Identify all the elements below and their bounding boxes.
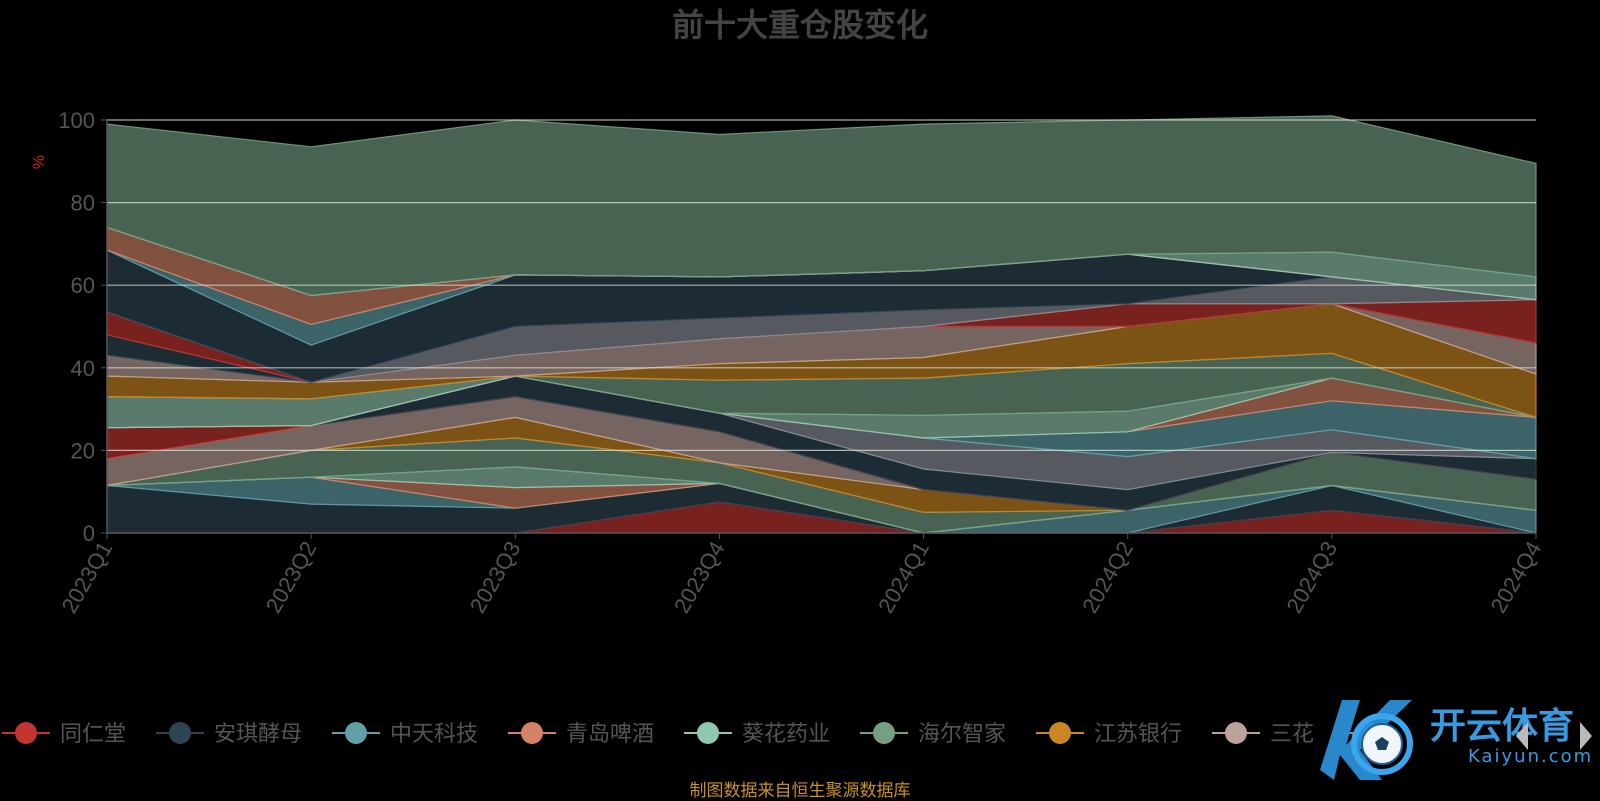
legend-marker-icon: [697, 722, 719, 744]
legend-item[interactable]: 安琪酵母: [156, 721, 302, 746]
legend-marker-icon: [521, 722, 543, 744]
x-tick-label: 2023Q2: [261, 537, 322, 617]
chart-title: 前十大重仓股变化: [672, 6, 928, 44]
area-series-24: [106, 115, 1537, 297]
legend-label: 同仁堂: [60, 721, 126, 746]
x-tick-label: 2024Q4: [1486, 537, 1547, 617]
legend-item[interactable]: 同仁堂: [2, 721, 126, 746]
legend-label: 海尔智家: [918, 721, 1006, 746]
legend-marker-icon: [15, 722, 37, 744]
legend-label: 青岛啤酒: [566, 721, 654, 746]
grid-lines: [107, 119, 1536, 451]
legend-item[interactable]: 青岛啤酒: [508, 721, 654, 746]
legend-next-icon[interactable]: [1580, 722, 1592, 750]
data-source-note: 制图数据来自恒生聚源数据库: [689, 781, 911, 801]
x-tick-label: 2024Q2: [1077, 537, 1138, 617]
y-tick-label: 60: [71, 273, 95, 298]
y-tick-label: 20: [71, 438, 95, 463]
legend-marker-icon: [345, 722, 367, 744]
legend-item[interactable]: 三花: [1212, 721, 1314, 746]
y-tick-label: 80: [71, 191, 95, 216]
legend-item[interactable]: 葵花药业: [684, 721, 830, 746]
y-tick-label: 0: [83, 521, 95, 546]
legend-item[interactable]: 中天科技: [332, 721, 478, 746]
legend-label: 江苏银行: [1094, 721, 1182, 746]
legend-item[interactable]: 江苏银行: [1036, 721, 1182, 746]
legend-label: 葵花药业: [742, 721, 830, 746]
x-tick-label: 2024Q3: [1281, 537, 1342, 617]
legend-label: 安琪酵母: [214, 721, 302, 746]
y-axis-unit-label: %: [31, 155, 48, 169]
y-tick-label: 100: [58, 108, 95, 133]
y-tick-label: 40: [71, 356, 95, 381]
x-tick-label: 2023Q1: [57, 537, 118, 617]
legend-prev-icon[interactable]: [1516, 722, 1528, 750]
legend-item[interactable]: 海尔智家: [860, 721, 1006, 746]
legend-marker-icon: [1225, 722, 1247, 744]
soccer-ball-patch: [1375, 737, 1389, 750]
area-series-group: [106, 115, 1537, 534]
legend-marker-icon: [169, 722, 191, 744]
x-tick-label: 2023Q4: [669, 537, 730, 617]
legend-label: 中天科技: [390, 721, 478, 746]
legend-marker-icon: [1049, 722, 1071, 744]
legend-label: 三花: [1270, 721, 1314, 746]
watermark-text: 开云体育: [1430, 706, 1574, 747]
legend-marker-icon: [873, 722, 895, 744]
watermark-subtext: Kaiyun.com: [1468, 746, 1593, 767]
logo-ring-icon: [1351, 713, 1413, 775]
x-tick-label: 2023Q3: [465, 537, 526, 617]
x-tick-label: 2024Q1: [873, 537, 934, 617]
legend[interactable]: 同仁堂 安琪酵母 中天科技 青岛啤酒 葵花药业 海尔智家 江苏银行 三花: [2, 721, 1392, 746]
